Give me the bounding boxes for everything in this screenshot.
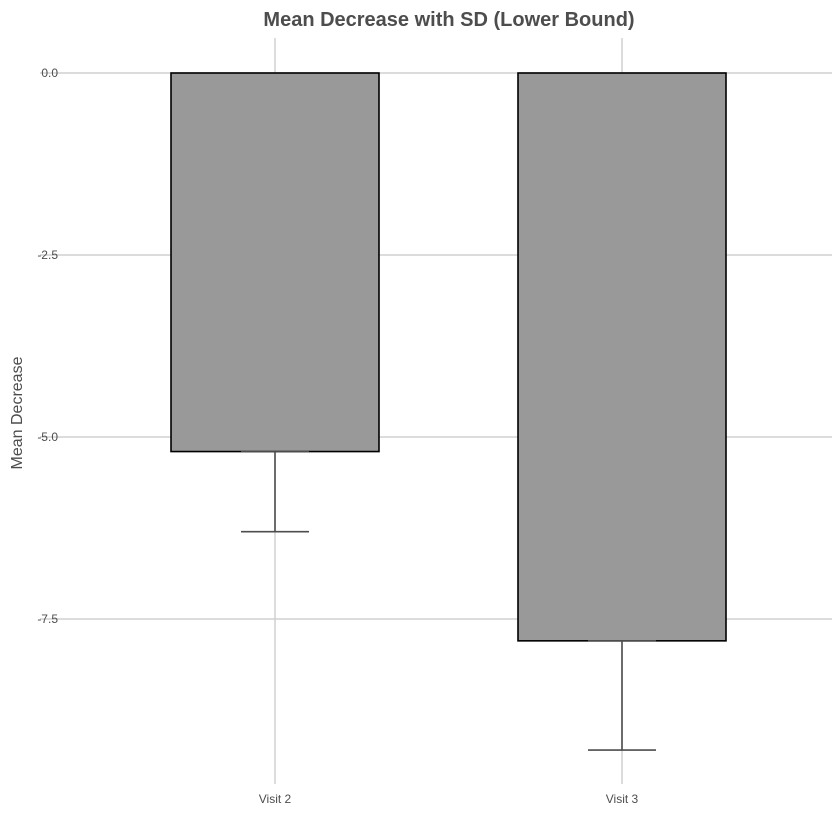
x-tick-label: Visit 3: [606, 792, 639, 806]
bar: [170, 72, 380, 453]
bars: [170, 72, 727, 642]
chart-title: Mean Decrease with SD (Lower Bound): [263, 9, 634, 31]
y-axis-title: Mean Decrease: [9, 356, 26, 469]
y-tick-label: -7.5: [37, 612, 58, 626]
bar: [517, 72, 727, 642]
y-tick-label: 0.0: [41, 66, 58, 80]
x-axis-ticks: Visit 2 Visit 3: [259, 792, 639, 806]
y-tick-label: -5.0: [37, 430, 58, 444]
y-tick-label: -2.5: [37, 248, 58, 262]
x-tick-label: Visit 2: [259, 792, 292, 806]
y-axis-ticks: 0.0 -2.5 -5.0 -7.5: [37, 66, 58, 626]
error-bars: [241, 450, 656, 751]
